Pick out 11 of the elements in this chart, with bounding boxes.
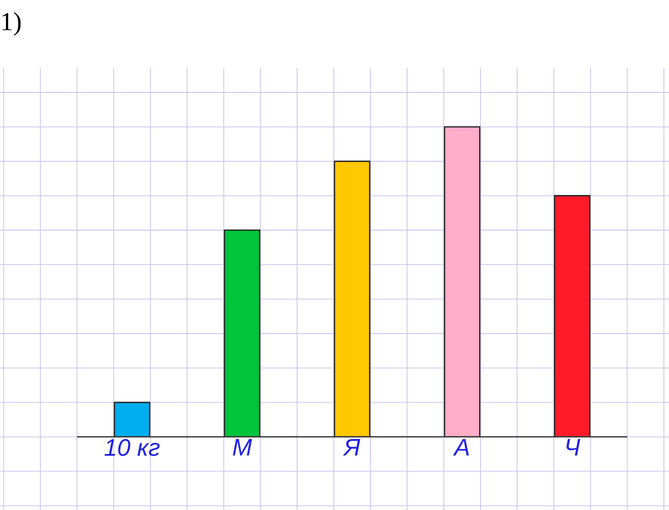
x-tick-label: Ч <box>566 439 580 456</box>
bar <box>554 195 590 438</box>
bar <box>334 160 370 438</box>
bar <box>114 402 150 438</box>
x-tick-label: М <box>232 439 252 456</box>
bar <box>224 229 260 438</box>
x-tick-label: А <box>453 439 469 456</box>
bar <box>444 126 480 438</box>
x-tick-label: Я <box>342 439 360 456</box>
chart-title: 1) <box>2 12 21 36</box>
x-tick-label: 10 кг <box>104 439 160 456</box>
